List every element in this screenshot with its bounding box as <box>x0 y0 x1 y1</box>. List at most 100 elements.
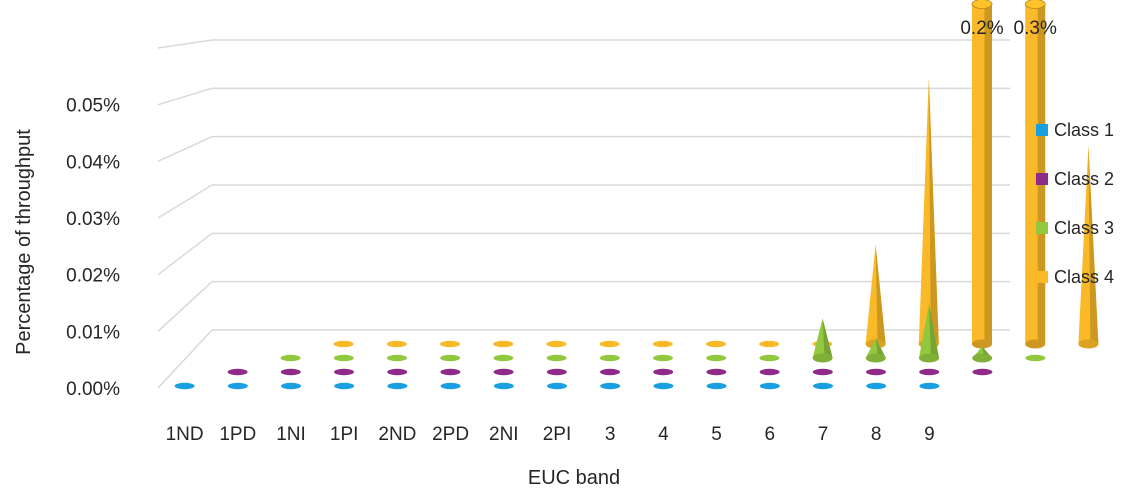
x-tick-label: 2PD <box>432 424 469 445</box>
bar-cone-shade <box>1088 145 1099 344</box>
zero-marker <box>599 340 620 348</box>
y-tick-label: 0.04% <box>66 152 120 173</box>
bar-cone-shade <box>928 77 939 345</box>
bar-top <box>971 0 993 9</box>
side-gridline <box>157 135 213 163</box>
x-tick-label: 5 <box>711 424 722 445</box>
legend-item: Class 2 <box>1036 167 1132 191</box>
side-gridline <box>157 39 213 49</box>
zero-marker <box>333 354 354 362</box>
data-label: 0.2% <box>960 18 1003 39</box>
zero-marker <box>387 354 407 362</box>
legend-item: Class 3 <box>1036 216 1132 240</box>
zero-marker <box>652 340 673 348</box>
zero-marker <box>493 340 514 348</box>
zero-marker <box>493 354 514 362</box>
x-tick-label: 6 <box>765 424 776 445</box>
legend-swatch <box>1036 173 1048 185</box>
legend-label: Class 2 <box>1054 168 1115 189</box>
side-gridline <box>157 87 213 106</box>
y-tick-label: 0.02% <box>66 266 120 287</box>
zero-marker <box>706 382 727 390</box>
zero-marker <box>493 382 514 390</box>
series-class-2 <box>227 368 993 376</box>
x-axis-ticks: 1ND 1PD 1NI 1PI 2ND 2PD 2NI 2PI 3 4 5 6 7 8 9 <box>166 424 935 445</box>
zero-marker <box>600 368 620 376</box>
zero-marker <box>334 382 355 390</box>
back-wall-gridlines <box>157 39 1010 389</box>
bar-base <box>919 353 939 363</box>
zero-marker <box>440 382 461 390</box>
legend-label: Class 1 <box>1054 119 1115 140</box>
side-gridline <box>157 184 213 219</box>
side-gridline <box>157 281 213 332</box>
zero-marker <box>174 382 195 390</box>
zero-marker <box>813 382 833 390</box>
zero-marker <box>387 382 408 390</box>
zero-marker <box>706 368 727 376</box>
x-tick-label: 1PI <box>330 424 359 445</box>
x-tick-label: 1PD <box>219 424 256 445</box>
y-axis-title: Percentage of throughput <box>13 129 35 355</box>
y-tick-label: 0.01% <box>66 322 120 343</box>
zero-marker <box>333 340 354 348</box>
bar-base <box>1025 339 1046 349</box>
zero-marker <box>919 368 940 376</box>
x-tick-label: 3 <box>605 424 616 445</box>
zero-marker <box>1025 354 1046 362</box>
zero-marker <box>280 354 301 362</box>
zero-marker <box>812 368 833 376</box>
zero-marker <box>759 382 780 390</box>
side-gridline <box>157 232 213 276</box>
zero-marker <box>547 382 567 390</box>
zero-marker <box>280 368 301 376</box>
zero-marker <box>972 368 993 376</box>
bar-cone-shade <box>929 304 939 358</box>
zero-marker <box>759 368 780 376</box>
bar-base <box>972 353 993 363</box>
legend: Class 1 Class 2 Class 3 Class 4 <box>1036 118 1132 314</box>
legend-swatch <box>1036 222 1048 234</box>
y-tick-label: 0.05% <box>66 96 120 117</box>
x-tick-label: 2PI <box>543 424 572 445</box>
series-class-4 <box>333 0 1099 349</box>
zero-marker <box>919 382 940 390</box>
bar-base <box>1078 339 1099 349</box>
series-class-1 <box>174 382 940 390</box>
legend-item: Class 4 <box>1036 265 1132 289</box>
zero-marker <box>386 340 407 348</box>
zero-marker <box>599 354 620 362</box>
bar-cylinder-shade <box>984 4 992 344</box>
legend-label: Class 3 <box>1054 217 1115 238</box>
legend-item: Class 1 <box>1036 118 1132 142</box>
data-label: 0.3% <box>1014 18 1057 39</box>
zero-marker <box>653 368 674 376</box>
zero-marker <box>227 382 248 390</box>
bar-top <box>1024 0 1046 9</box>
zero-marker <box>546 368 567 376</box>
x-tick-label: 1NI <box>276 424 306 445</box>
zero-marker <box>227 368 248 376</box>
x-tick-label: 2NI <box>489 424 519 445</box>
x-tick-label: 4 <box>658 424 669 445</box>
zero-marker <box>493 368 514 376</box>
zero-marker <box>334 368 354 376</box>
x-tick-label: 1ND <box>166 424 204 445</box>
zero-marker <box>706 340 726 348</box>
zero-marker <box>440 368 461 376</box>
legend-label: Class 4 <box>1054 266 1115 287</box>
zero-marker <box>653 354 673 362</box>
zero-marker <box>600 382 621 390</box>
x-tick-label: 2ND <box>378 424 416 445</box>
y-axis-ticks: 0.00% 0.01% 0.02% 0.03% 0.04% 0.05% <box>66 96 120 400</box>
zero-marker <box>440 340 460 348</box>
zero-marker <box>440 354 461 362</box>
zero-marker <box>281 382 301 390</box>
x-tick-label: 8 <box>871 424 882 445</box>
side-gridline <box>157 329 213 389</box>
x-tick-label: 7 <box>818 424 829 445</box>
bar-base <box>812 353 833 363</box>
bar-cone-shade <box>875 338 886 358</box>
zero-marker <box>759 354 780 362</box>
